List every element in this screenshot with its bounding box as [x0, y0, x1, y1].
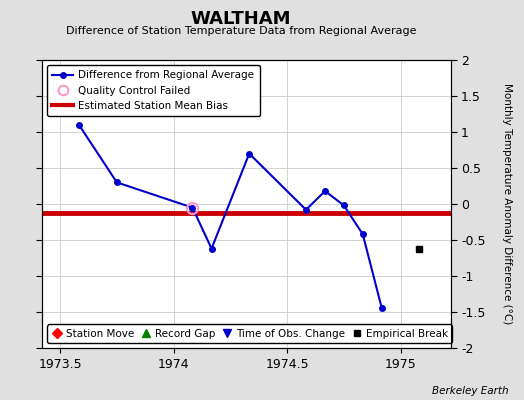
- Text: Difference of Station Temperature Data from Regional Average: Difference of Station Temperature Data f…: [66, 26, 416, 36]
- Y-axis label: Monthly Temperature Anomaly Difference (°C): Monthly Temperature Anomaly Difference (…: [502, 83, 512, 325]
- Text: WALTHAM: WALTHAM: [191, 10, 291, 28]
- Legend: Station Move, Record Gap, Time of Obs. Change, Empirical Break: Station Move, Record Gap, Time of Obs. C…: [47, 324, 452, 343]
- Text: Berkeley Earth: Berkeley Earth: [432, 386, 508, 396]
